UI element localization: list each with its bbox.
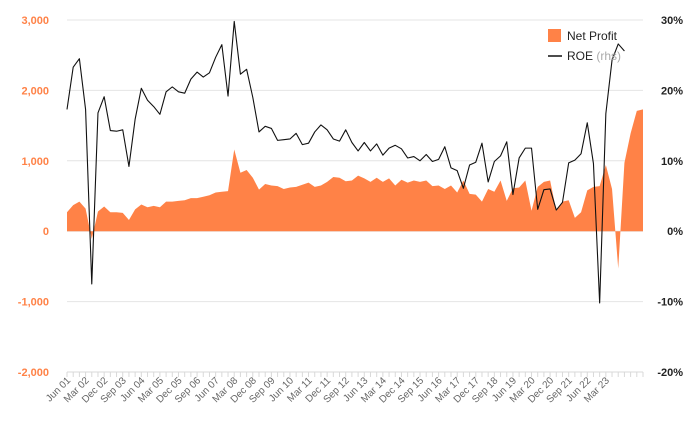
y-left-tick-label: 3,000 (21, 15, 49, 27)
net-profit-series (67, 109, 643, 269)
y-left-tick-label: -1,000 (18, 297, 49, 309)
y-left-tick-label: 0 (43, 226, 49, 238)
y-right-tick-label: 0% (667, 226, 683, 238)
legend: Net Profit ROE (rhs) (548, 29, 621, 63)
y-right-tick-label: 30% (661, 15, 683, 27)
legend-net-profit-swatch (548, 29, 561, 42)
legend-net-profit-label: Net Profit (567, 29, 618, 43)
legend-roe-suffix: (rhs) (596, 49, 621, 63)
y-left-tick-label: -2,000 (18, 367, 49, 379)
roe-series (66, 20, 625, 304)
y-right-tick-label: -10% (657, 297, 683, 309)
legend-roe-name: ROE (567, 49, 593, 63)
roe-line (66, 20, 625, 304)
y-right-tick-label: 10% (661, 156, 683, 168)
y-left-tick-label: 2,000 (21, 85, 49, 97)
y-right-tick-label: -20% (657, 367, 683, 379)
y-right-tick-label: 20% (661, 85, 683, 97)
legend-roe-label: ROE (rhs) (567, 49, 621, 63)
y-left-tick-label: 1,000 (21, 156, 49, 168)
net-profit-area (67, 109, 643, 269)
